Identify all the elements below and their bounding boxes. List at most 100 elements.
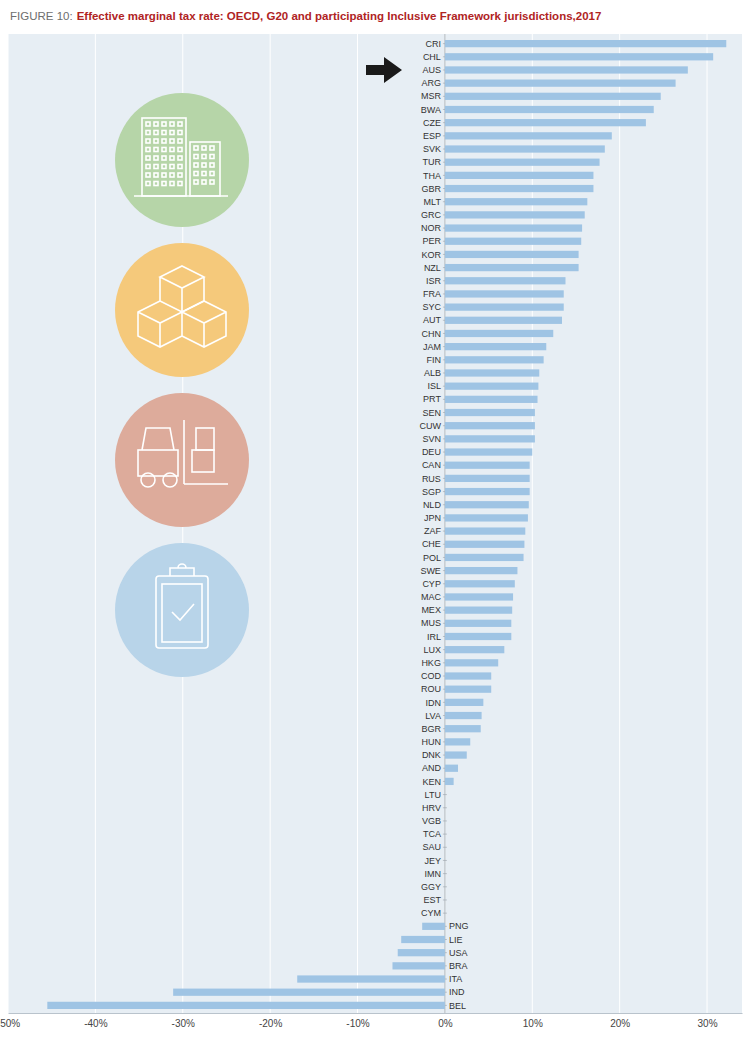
category-label: KEN bbox=[422, 777, 441, 787]
bar bbox=[444, 804, 445, 811]
category-label: SVK bbox=[423, 144, 441, 154]
bar bbox=[444, 791, 445, 798]
category-label: CHN bbox=[421, 329, 441, 339]
bar bbox=[445, 396, 538, 403]
icon-line bbox=[154, 173, 158, 177]
category-label: KOR bbox=[421, 250, 441, 260]
category-tick bbox=[443, 873, 447, 874]
category-label: GRC bbox=[421, 210, 442, 220]
bar bbox=[445, 198, 587, 205]
category-label: DNK bbox=[422, 750, 441, 760]
icon-line bbox=[162, 131, 166, 135]
bar bbox=[445, 672, 491, 679]
category-label: CYM bbox=[421, 908, 441, 918]
bar bbox=[445, 317, 562, 324]
category-tick bbox=[443, 807, 447, 808]
icon-line bbox=[146, 148, 150, 152]
icon-line bbox=[178, 173, 182, 177]
bar bbox=[445, 501, 529, 508]
icon-line bbox=[154, 148, 158, 152]
category-label: HRV bbox=[422, 803, 441, 813]
bar bbox=[445, 659, 498, 666]
icon bbox=[115, 393, 249, 527]
icon-line bbox=[210, 146, 214, 150]
category-label: AND bbox=[422, 763, 442, 773]
icon-line bbox=[146, 131, 150, 135]
bar bbox=[444, 910, 445, 917]
icon-line bbox=[194, 180, 198, 184]
bar bbox=[445, 712, 482, 719]
icon-line bbox=[178, 122, 182, 126]
category-label: ALB bbox=[424, 368, 441, 378]
icon-line bbox=[156, 576, 208, 648]
icon-line bbox=[162, 165, 166, 169]
category-label: BWA bbox=[421, 105, 441, 115]
icon-line bbox=[170, 122, 174, 126]
category-label: POL bbox=[423, 553, 441, 563]
icon-line bbox=[138, 301, 182, 347]
icons bbox=[115, 93, 249, 677]
category-label: MAC bbox=[421, 592, 442, 602]
category-label: COD bbox=[421, 671, 442, 681]
bar bbox=[445, 462, 530, 469]
bar bbox=[445, 53, 713, 60]
x-tick: 10% bbox=[523, 1013, 543, 1029]
bar bbox=[392, 962, 444, 969]
icon-line bbox=[190, 142, 220, 196]
icon-line bbox=[210, 163, 214, 167]
bars bbox=[47, 40, 726, 1009]
icon-line bbox=[202, 155, 206, 159]
bar bbox=[444, 896, 445, 903]
bar bbox=[445, 185, 594, 192]
bar bbox=[444, 870, 445, 877]
icon-line bbox=[146, 139, 150, 143]
icon-line bbox=[142, 118, 186, 196]
bar bbox=[445, 369, 539, 376]
bar bbox=[445, 238, 581, 245]
bar bbox=[445, 343, 546, 350]
category-label: ESP bbox=[423, 131, 441, 141]
category-label: PNG bbox=[449, 921, 469, 931]
icon-line bbox=[146, 122, 150, 126]
icon-line bbox=[170, 165, 174, 169]
icon-line bbox=[170, 173, 174, 177]
category-label: SYC bbox=[422, 302, 441, 312]
bar bbox=[445, 738, 470, 745]
bar bbox=[445, 383, 538, 390]
category-label: LVA bbox=[425, 711, 441, 721]
grid-line bbox=[357, 34, 358, 1013]
x-tick: -40% bbox=[84, 1013, 107, 1029]
x-tick-label: -50% bbox=[0, 1018, 20, 1029]
bar bbox=[445, 514, 528, 521]
category-label: JPN bbox=[424, 513, 441, 523]
category-label: CAN bbox=[422, 460, 441, 470]
x-tick-label: 10% bbox=[523, 1018, 543, 1029]
category-label: PRT bbox=[423, 394, 441, 404]
icon-line bbox=[154, 139, 158, 143]
bar bbox=[444, 883, 445, 890]
category-label: HUN bbox=[421, 737, 441, 747]
bar bbox=[297, 975, 445, 982]
bar bbox=[445, 686, 491, 693]
arrow bbox=[366, 57, 402, 83]
x-tick-label: -10% bbox=[346, 1018, 369, 1029]
category-label: DEU bbox=[422, 447, 441, 457]
category-label: FIN bbox=[426, 355, 441, 365]
icon-circle bbox=[115, 93, 249, 227]
category-labels: CRICHLAUSARGMSRBWACZEESPSVKTURTHAGBRMLTG… bbox=[419, 39, 468, 1011]
category-label: TCA bbox=[423, 829, 441, 839]
category-label: NOR bbox=[421, 223, 442, 233]
category-label: LTU bbox=[425, 790, 441, 800]
icon-line bbox=[162, 173, 166, 177]
x-tick: -30% bbox=[172, 1013, 195, 1029]
bar bbox=[445, 330, 553, 337]
bar bbox=[445, 172, 594, 179]
category-label: GBR bbox=[421, 184, 441, 194]
icon-line bbox=[154, 122, 158, 126]
bar bbox=[445, 620, 511, 627]
icon bbox=[115, 243, 249, 377]
bar bbox=[445, 93, 661, 100]
x-tick: 0% bbox=[438, 1013, 453, 1029]
bar bbox=[445, 303, 564, 310]
bar bbox=[444, 817, 445, 824]
